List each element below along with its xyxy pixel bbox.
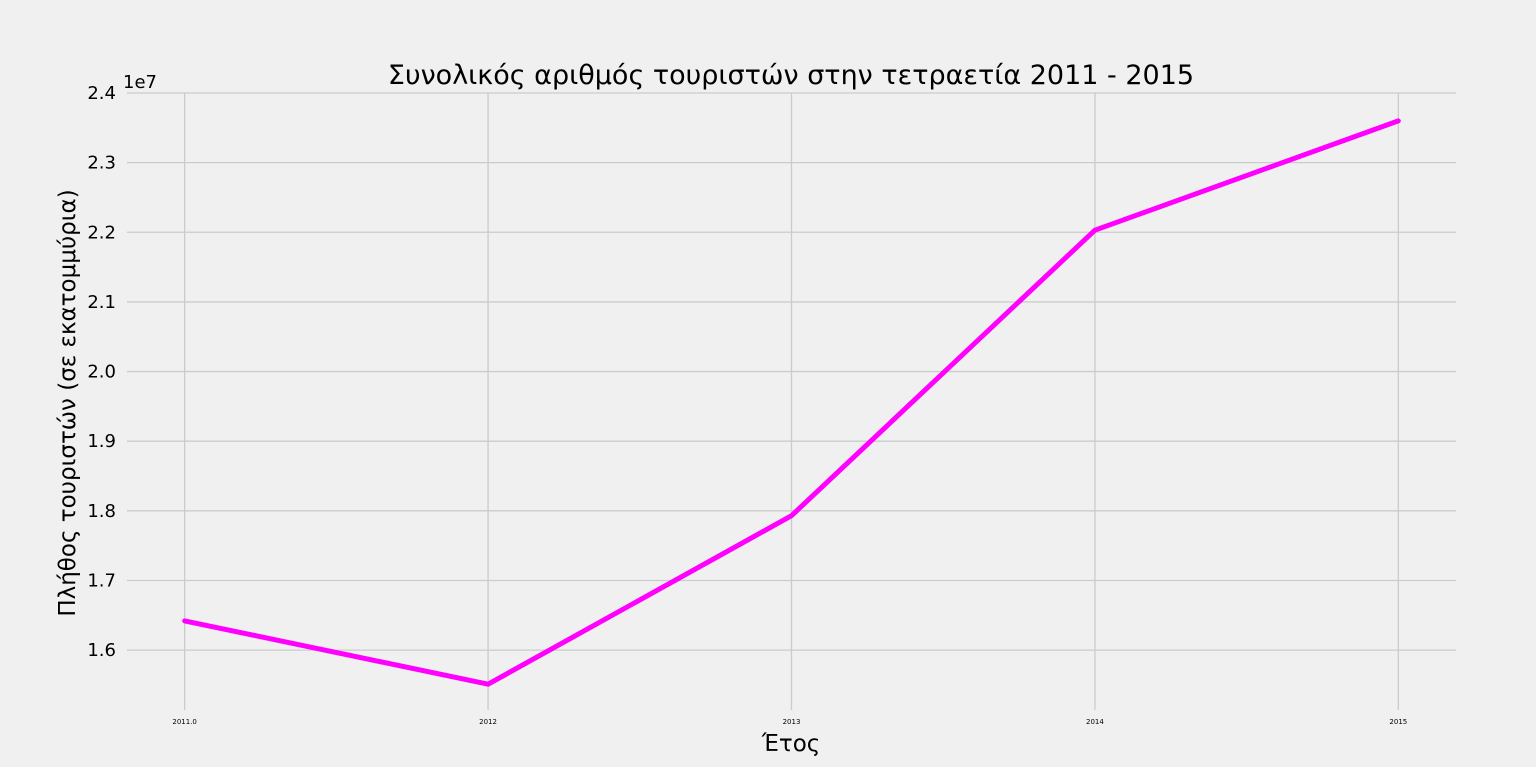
y-tick-label: 2.0 <box>87 362 116 383</box>
y-tick-label: 1.6 <box>87 640 116 661</box>
y-tick-label: 1.8 <box>87 501 116 522</box>
x-gridlines <box>184 93 1399 710</box>
y-tick-label: 1.7 <box>87 570 116 591</box>
series-layer <box>182 118 1401 687</box>
y-tick-label: 2.3 <box>87 153 116 174</box>
y-tick-label: 2.1 <box>87 292 116 313</box>
y-tick-label: 2.2 <box>87 222 116 243</box>
x-tick-label: 2015 <box>1389 718 1407 726</box>
x-axis-label: Έτος <box>761 731 821 757</box>
y-gridlines <box>127 92 1456 651</box>
y-offset-label: 1e7 <box>123 72 157 93</box>
x-tick-label: 2014 <box>1086 718 1104 726</box>
x-tick-labels: 2011.0 2012 2013 2014 2015 <box>172 718 1407 726</box>
y-tick-label: 2.4 <box>87 83 116 104</box>
x-tick-label: 2011.0 <box>172 718 197 726</box>
x-tick-label: 2013 <box>783 718 801 726</box>
y-tick-labels: 1.6 1.7 1.8 1.9 2.0 2.1 2.2 2.3 2.4 <box>87 83 116 661</box>
y-axis-label: Πλήθος τουριστών (σε εκατομμύρια) <box>55 189 81 616</box>
x-tick-label: 2012 <box>479 718 497 726</box>
y-tick-label: 1.9 <box>87 431 116 452</box>
chart-title: Συνολικός αριθμός τουριστών στην τετραετ… <box>388 60 1194 91</box>
